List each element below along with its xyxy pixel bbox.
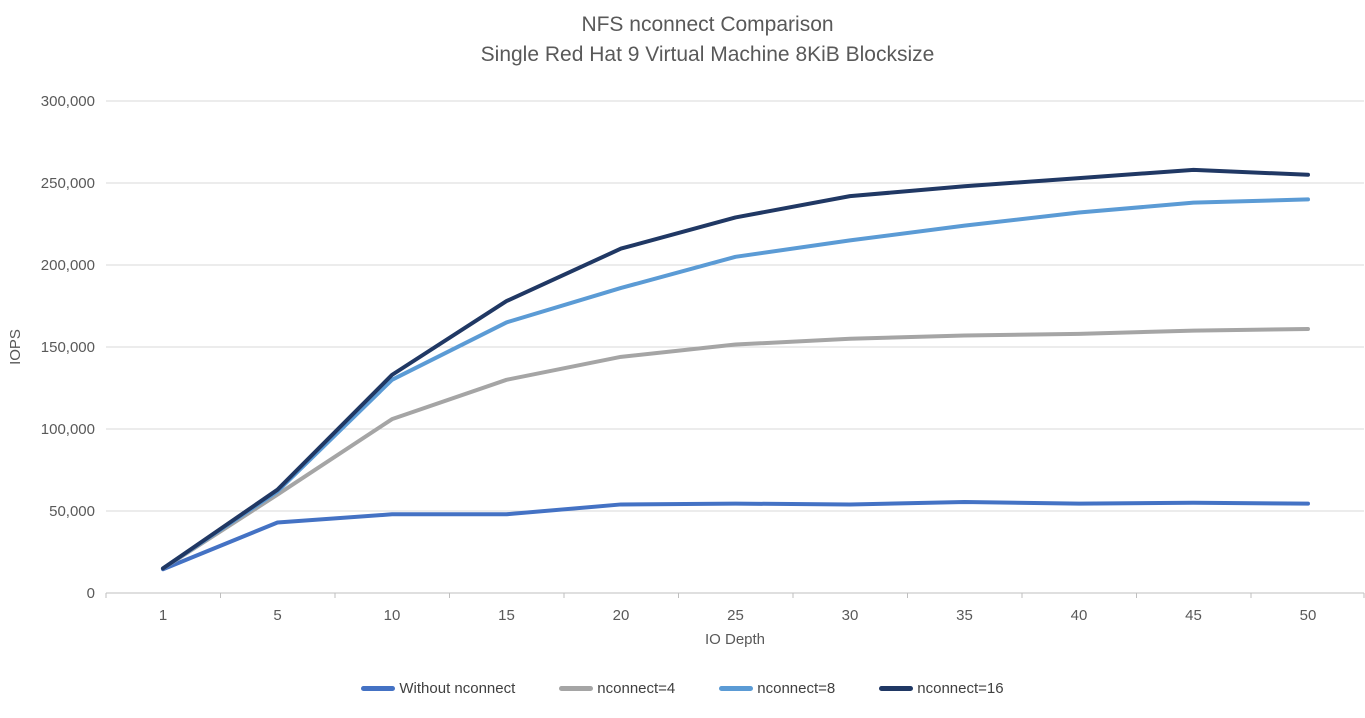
x-tick-label: 10 — [384, 607, 401, 624]
x-tick-label: 35 — [956, 607, 973, 624]
series-line-nconnect-4 — [161, 326, 1310, 571]
y-axis-tick-labels: 0 50,000 100,000 150,000 200,000 250,000 300,0… — [41, 93, 95, 602]
legend-swatch — [559, 686, 594, 691]
data-series — [161, 167, 1310, 572]
x-tick-label: 15 — [498, 607, 515, 624]
legend-swatch — [719, 686, 754, 691]
x-tick-label: 50 — [1300, 607, 1317, 624]
plot-area: 0 50,000 100,000 150,000 200,000 250,000 300,0… — [7, 93, 1365, 648]
series-line-nconnect-16 — [161, 167, 1310, 571]
chart-title: NFS nconnect Comparison Single Red Hat 9… — [60, 10, 1355, 71]
legend-item-nconnect-4: nconnect=4 — [559, 680, 675, 697]
legend-item-nconnect-8: nconnect=8 — [719, 680, 835, 697]
y-tick-label: 50,000 — [49, 503, 95, 520]
y-axis-title: IOPS — [7, 329, 24, 365]
x-axis-tick-labels: 1 5 10 15 20 25 30 35 40 45 50 — [159, 607, 1317, 624]
x-axis-title: IO Depth — [705, 631, 765, 648]
legend-label: nconnect=8 — [757, 680, 836, 697]
y-tick-label: 250,000 — [41, 175, 95, 192]
y-tick-label: 0 — [87, 585, 95, 602]
x-tick-label: 45 — [1185, 607, 1202, 624]
x-tick-label: 1 — [159, 607, 167, 624]
gridlines — [106, 100, 1364, 512]
x-tick-label: 40 — [1071, 607, 1088, 624]
legend-item-nconnect-16: nconnect=16 — [879, 680, 1004, 697]
axis-ticks — [105, 593, 1365, 598]
x-tick-label: 5 — [273, 607, 281, 624]
series-line-without-nconnect — [161, 499, 1310, 572]
x-tick-label: 25 — [727, 607, 744, 624]
y-tick-label: 100,000 — [41, 421, 95, 438]
y-tick-label: 200,000 — [41, 257, 95, 274]
y-tick-label: 150,000 — [41, 339, 95, 356]
chart-title-line2: Single Red Hat 9 Virtual Machine 8KiB Bl… — [480, 43, 935, 67]
y-tick-label: 300,000 — [41, 93, 95, 110]
legend-swatch — [879, 686, 914, 691]
legend-swatch — [361, 686, 396, 691]
x-tick-label: 30 — [842, 607, 859, 624]
chart-title-line1: NFS nconnect Comparison — [581, 13, 834, 36]
x-tick-label: 20 — [613, 607, 630, 624]
series-line-nconnect-8 — [161, 197, 1310, 571]
legend: Without nconnect nconnect=4 nconnect=8 ncon… — [0, 680, 1365, 697]
legend-label: nconnect=16 — [917, 680, 1004, 697]
legend-item-without-nconnect: Without nconnect — [361, 680, 515, 697]
legend-label: Without nconnect — [399, 680, 516, 697]
legend-label: nconnect=4 — [597, 680, 676, 697]
